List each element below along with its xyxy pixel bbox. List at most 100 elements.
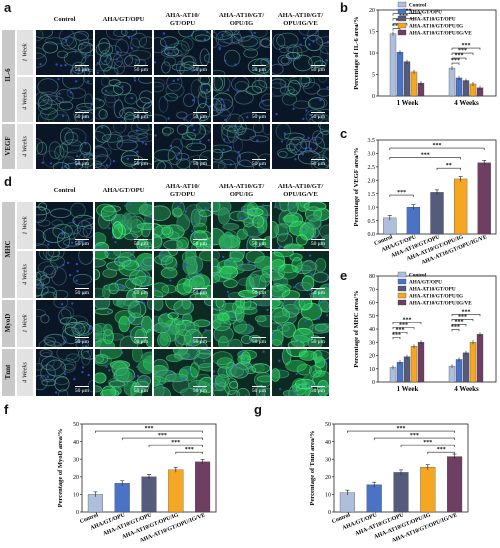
bar	[455, 359, 463, 383]
significance-label: ***	[392, 332, 401, 338]
row-time-bar	[17, 124, 33, 169]
scale-bar-label: 50 μm	[310, 67, 325, 73]
row-time-label: 1 Week	[21, 313, 29, 333]
scale-bar-line	[75, 112, 89, 113]
y-tick-label: 70	[369, 287, 375, 293]
y-tick-label: 30	[325, 457, 331, 463]
micrograph-image: 50 μm	[272, 77, 329, 122]
scale-bar-label: 50 μm	[74, 67, 89, 73]
panel-label-c: c	[340, 126, 348, 141]
column-header-line: OPU/IG	[229, 19, 254, 27]
micrograph-image: 50 μm	[213, 202, 270, 249]
micrograph-image: 50 μm	[213, 349, 270, 396]
significance-bracket	[347, 430, 455, 434]
scale-bar-line	[134, 337, 148, 338]
y-tick-label: 80	[369, 274, 375, 280]
micrograph-texture	[36, 30, 93, 75]
scale-bar-line	[75, 386, 89, 387]
micrograph-image: 50 μm	[213, 251, 270, 298]
micrograph-image: 50 μm	[36, 202, 93, 249]
significance-bracket	[451, 52, 474, 56]
scale-bar-line	[134, 386, 148, 387]
legend-label: AHA-AT10/GT/OPU/IG/VE	[409, 31, 472, 37]
column-header: AHA-AT10/GT/OPU	[154, 12, 211, 27]
panel-label-e: e	[340, 268, 348, 283]
scale-bar-label: 50 μm	[251, 114, 266, 120]
y-tick-label: 0	[372, 94, 375, 100]
significance-label: ***	[397, 190, 406, 196]
y-tick-label: 50	[73, 422, 79, 428]
scale-bar-line	[252, 337, 266, 338]
scale-bar-label: 50 μm	[133, 339, 148, 345]
micrograph-image: 50 μm	[36, 300, 93, 347]
scale-bar-line	[75, 159, 89, 160]
row-time-bar	[17, 251, 33, 298]
significance-label: ***	[399, 322, 408, 328]
y-axis-label: Percentage of Tnnt area/%	[309, 431, 316, 506]
y-tick-label: 50	[325, 422, 331, 428]
significance-bracket	[95, 430, 203, 434]
x-category-label: 1 Week	[397, 99, 419, 107]
y-tick-label: 10	[369, 51, 375, 57]
micrograph-texture	[95, 349, 152, 396]
bar	[389, 367, 397, 383]
micrograph-image: 50 μm	[272, 349, 329, 396]
bar	[389, 33, 397, 97]
significance-label: ***	[451, 58, 460, 64]
scale-bar-label: 50 μm	[251, 67, 266, 73]
scale-bar-line	[311, 288, 325, 289]
column-header: AHA-AT10/GT/OPU/IG/VE	[272, 12, 329, 27]
row-time-label: 4 Weeks	[21, 263, 29, 285]
significance-label: ***	[145, 426, 154, 432]
column-header-line: GT/OPU	[169, 190, 196, 198]
bar	[396, 51, 404, 97]
y-tick-label: 0	[76, 510, 79, 516]
bar	[410, 71, 418, 97]
significance-bracket	[148, 444, 203, 448]
significance-bracket	[392, 321, 422, 325]
scale-bar-label: 50 μm	[251, 161, 266, 167]
y-tick-label: 10	[325, 493, 331, 499]
bar	[366, 484, 382, 513]
micrograph-texture	[95, 202, 152, 249]
scale-bar-line	[75, 239, 89, 240]
scale-bar-label: 50 μm	[74, 114, 89, 120]
significance-label: ***	[437, 447, 446, 453]
scale-bar-line	[311, 112, 325, 113]
x-category-label: 1 Week	[397, 385, 419, 393]
bar	[403, 61, 411, 97]
row-time-bar	[17, 349, 33, 396]
row-time-bar	[17, 77, 33, 122]
significance-bracket	[389, 194, 414, 198]
scale-bar-line	[193, 65, 207, 66]
column-header-line: GT/OPU	[169, 19, 196, 27]
y-tick-label: 0	[372, 380, 375, 386]
panel-label-g: g	[254, 402, 262, 417]
y-tick-label: 2.0	[368, 178, 376, 184]
row-group-label: MyoD	[4, 313, 12, 332]
column-header-line: AHA/GT/OPU	[102, 16, 145, 23]
micrograph-image: 50 μm	[36, 77, 93, 122]
micrograph-image: 50 μm	[154, 251, 211, 298]
x-category-label: 4 Weeks	[454, 385, 479, 393]
row-group-bar	[2, 202, 15, 298]
scale-bar-label: 50 μm	[192, 67, 207, 73]
micrograph-image: 50 μm	[213, 77, 270, 122]
scale-bar-label: 50 μm	[310, 339, 325, 345]
y-tick-label: 50	[369, 314, 375, 320]
significance-bracket	[436, 167, 461, 171]
micrograph-image: 50 μm	[213, 30, 270, 75]
y-axis-label: Percentage of IL-6 area/%	[353, 16, 360, 90]
micrograph-texture	[154, 251, 211, 298]
y-tick-label: 10	[73, 493, 79, 499]
y-tick-label: 10	[369, 367, 375, 373]
scale-bar-label: 50 μm	[251, 241, 266, 247]
significance-label: ***	[455, 319, 464, 325]
column-header-line: OPU/IG	[229, 190, 254, 198]
micrograph-image: 50 μm	[213, 300, 270, 347]
significance-label: ***	[396, 19, 405, 25]
micrograph-image: 50 μm	[272, 202, 329, 249]
bar	[455, 77, 463, 97]
micrograph-texture	[95, 77, 152, 122]
